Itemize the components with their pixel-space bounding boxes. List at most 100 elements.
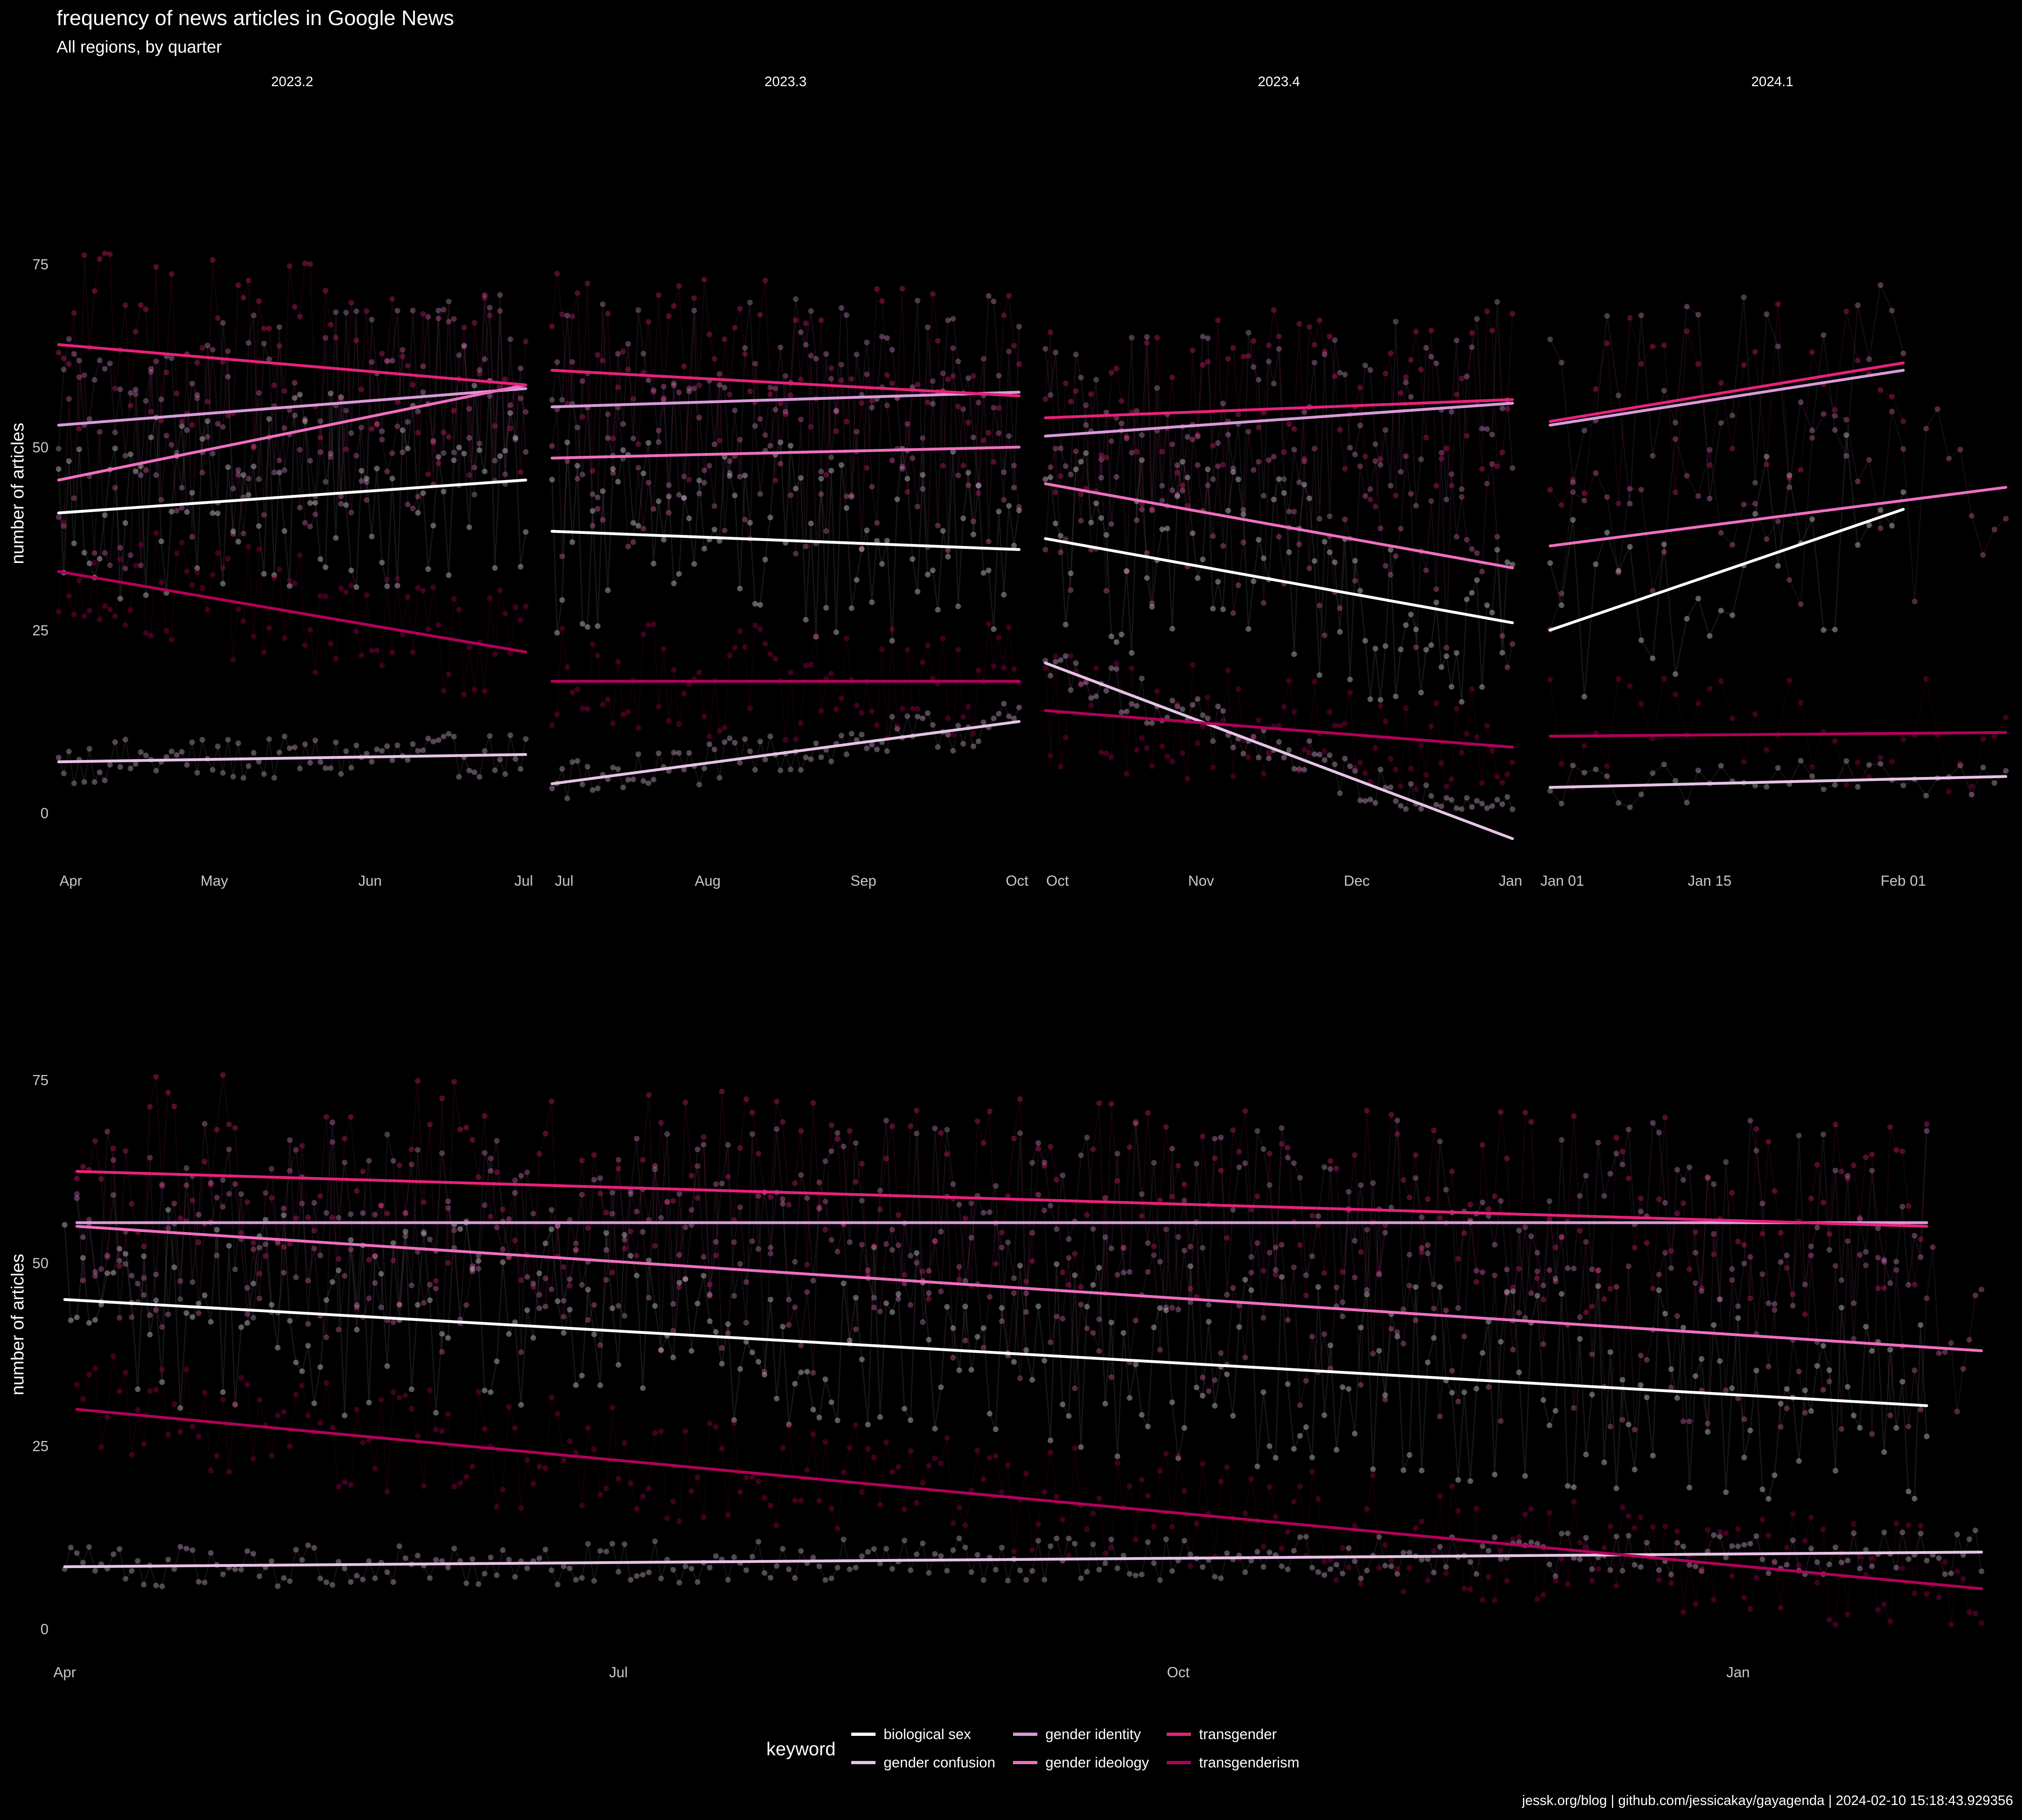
trend-line-transgenderism	[57, 570, 527, 654]
daily-point	[389, 757, 395, 763]
daily-point	[1301, 456, 1307, 462]
daily-point	[1408, 491, 1414, 497]
daily-point	[343, 446, 349, 452]
daily-point	[1225, 356, 1231, 362]
daily-point	[874, 286, 880, 292]
daily-point	[1438, 664, 1445, 670]
daily-point	[549, 443, 555, 449]
daily-point	[287, 263, 293, 269]
daily-point	[772, 385, 778, 392]
daily-point	[1362, 453, 1368, 459]
daily-point	[701, 468, 707, 473]
daily-point	[1464, 795, 1470, 801]
daily-point	[1291, 651, 1297, 657]
daily-point	[112, 385, 118, 392]
daily-point	[813, 633, 819, 639]
daily-point	[1752, 511, 1758, 517]
daily-point	[1453, 534, 1459, 540]
daily-point	[899, 463, 905, 470]
daily-point	[1322, 539, 1328, 545]
daily-point	[194, 360, 200, 366]
daily-point	[635, 465, 641, 471]
daily-point	[656, 498, 662, 504]
daily-point	[425, 471, 431, 477]
trend-line-gender-identity	[57, 387, 527, 427]
daily-point	[1570, 762, 1576, 768]
daily-point	[1479, 466, 1485, 472]
daily-point	[1352, 578, 1358, 584]
daily-point	[1011, 666, 1017, 672]
daily-point	[1098, 452, 1104, 458]
daily-point	[245, 492, 252, 498]
daily-point	[1220, 400, 1226, 406]
daily-point	[666, 493, 672, 499]
daily-point	[1357, 463, 1363, 469]
daily-point	[884, 748, 890, 754]
daily-point	[1108, 754, 1115, 760]
daily-point	[681, 495, 687, 501]
daily-point	[461, 451, 467, 457]
daily-point	[742, 644, 748, 650]
daily-point	[818, 317, 824, 323]
daily-point	[1093, 665, 1099, 671]
daily-point	[133, 563, 139, 569]
daily-point	[1220, 708, 1226, 714]
daily-point	[1377, 703, 1383, 709]
daily-point	[676, 492, 682, 498]
daily-point	[721, 724, 728, 730]
daily-point	[696, 491, 702, 497]
daily-point	[302, 416, 308, 422]
daily-point	[1129, 334, 1135, 341]
daily-point	[338, 493, 344, 499]
daily-point	[1443, 645, 1449, 651]
daily-point	[143, 752, 149, 758]
daily-point	[813, 356, 819, 362]
daily-point	[1362, 798, 1368, 804]
daily-point	[1352, 451, 1358, 457]
daily-point	[1855, 542, 1861, 548]
daily-point	[645, 480, 651, 486]
daily-point	[281, 467, 288, 473]
daily-point	[1134, 408, 1140, 414]
daily-point	[767, 385, 773, 391]
daily-point	[777, 439, 783, 445]
daily-point	[1139, 457, 1145, 463]
daily-point	[1311, 751, 1318, 757]
daily-point	[1650, 655, 1656, 661]
y-tick-label-25: 25	[32, 622, 49, 639]
daily-point	[727, 473, 733, 479]
daily-point	[864, 745, 870, 751]
daily-point	[1469, 344, 1475, 350]
daily-point	[1154, 334, 1160, 341]
x-tick-label-apr: Apr	[53, 1664, 76, 1680]
daily-point	[281, 425, 288, 431]
daily-point	[487, 595, 493, 601]
daily-point	[945, 732, 951, 738]
daily-point	[205, 343, 211, 349]
daily-point	[580, 414, 586, 420]
daily-point	[518, 766, 524, 772]
y-tick-label-50: 50	[32, 439, 49, 455]
daily-point	[1068, 653, 1074, 659]
daily-point	[76, 374, 82, 380]
daily-point	[1479, 800, 1485, 806]
daily-point	[838, 732, 844, 739]
daily-series-transgenderism	[551, 624, 1020, 740]
daily-point	[991, 626, 997, 632]
daily-point	[1627, 544, 1633, 550]
trend-line-transgenderism	[1044, 709, 1514, 749]
daily-point	[625, 366, 631, 372]
daily-point	[656, 750, 662, 756]
daily-point	[696, 477, 702, 483]
daily-point	[971, 434, 976, 440]
daily-point	[1174, 491, 1180, 497]
daily-point	[1073, 660, 1079, 666]
daily-point	[276, 470, 282, 476]
daily-point	[590, 523, 596, 529]
daily-point	[240, 472, 246, 478]
daily-point	[266, 736, 272, 742]
daily-point	[91, 377, 97, 383]
daily-point	[1047, 464, 1053, 470]
daily-point	[1403, 622, 1409, 628]
